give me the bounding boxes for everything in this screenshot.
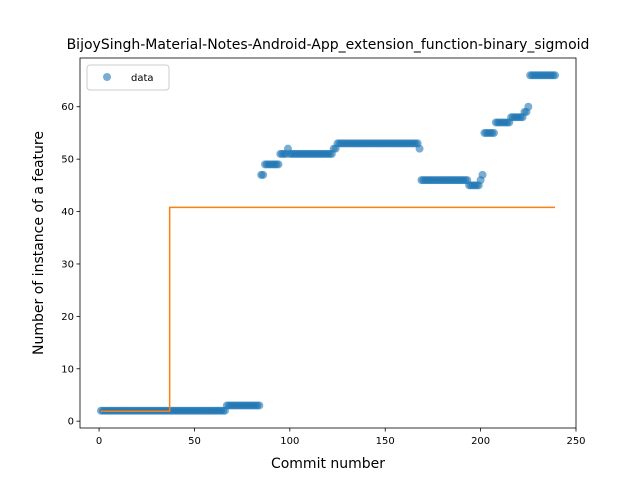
x-tick-label: 50 bbox=[188, 436, 201, 447]
y-tick-label: 40 bbox=[61, 207, 74, 218]
data-point bbox=[255, 401, 264, 410]
plot-frame bbox=[79, 57, 577, 429]
legend: data bbox=[86, 64, 170, 91]
x-tick-label: 100 bbox=[280, 436, 299, 447]
series-layer bbox=[96, 71, 560, 415]
y-axis: 0 10 20 30 40 50 60 bbox=[61, 102, 80, 428]
fit-line bbox=[100, 206, 556, 412]
y-tick-label: 60 bbox=[61, 102, 74, 113]
chart-title: BijoySingh-Material-Notes-Android-App_ex… bbox=[67, 37, 590, 53]
y-tick-label: 10 bbox=[61, 364, 74, 375]
series-data-points bbox=[96, 71, 560, 415]
data-point bbox=[551, 71, 560, 80]
data-point bbox=[259, 170, 268, 179]
x-tick-label: 200 bbox=[471, 436, 490, 447]
x-axis-label: Commit number bbox=[271, 456, 385, 472]
legend-box bbox=[86, 64, 170, 91]
x-tick-label: 0 bbox=[96, 436, 102, 447]
data-point bbox=[524, 102, 533, 111]
x-tick-label: 250 bbox=[566, 436, 585, 447]
data-point bbox=[274, 160, 283, 169]
y-tick-label: 0 bbox=[68, 417, 74, 428]
x-axis: 0 50 100 150 200 250 bbox=[96, 428, 586, 447]
legend-marker-data bbox=[103, 73, 111, 81]
y-tick-label: 20 bbox=[61, 312, 74, 323]
data-point bbox=[415, 144, 424, 153]
x-tick-label: 150 bbox=[376, 436, 395, 447]
y-axis-label: Number of instance of a feature bbox=[31, 131, 47, 355]
y-tick-label: 30 bbox=[61, 259, 74, 270]
y-tick-label: 50 bbox=[61, 155, 74, 166]
data-point bbox=[478, 170, 487, 179]
data-point bbox=[489, 128, 498, 137]
legend-label-data: data bbox=[131, 73, 154, 84]
